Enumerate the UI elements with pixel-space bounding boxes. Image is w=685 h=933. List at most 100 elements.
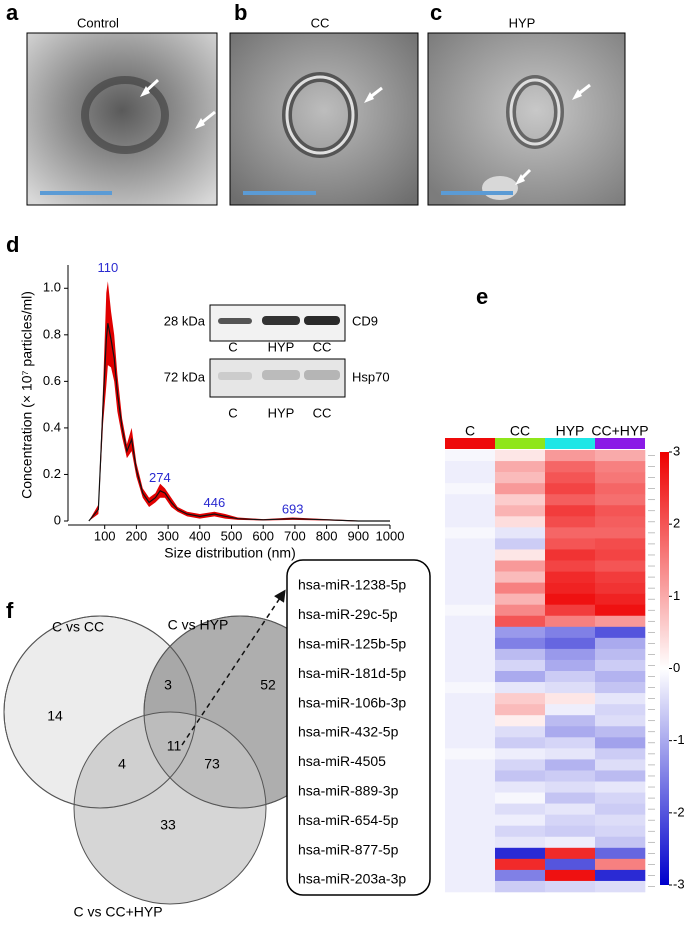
heat-cell <box>445 781 496 793</box>
heat-cell <box>595 560 646 572</box>
tem-image <box>26 32 218 206</box>
heat-cell <box>545 847 596 860</box>
heat-cell <box>495 560 546 572</box>
heat-cell <box>545 472 596 484</box>
heat-cell <box>495 516 546 528</box>
scale-label: 3 <box>673 443 680 458</box>
mirna-name: hsa-miR-654-5p <box>298 812 399 828</box>
y-tick-label: 0.2 <box>43 466 61 481</box>
heat-cell <box>595 483 646 495</box>
set-label: C vs HYP <box>168 617 229 633</box>
scale-label: -1 <box>673 732 685 747</box>
mean-line <box>88 323 390 522</box>
heat-cell <box>495 781 546 793</box>
heat-cell <box>495 770 546 782</box>
heat-cell <box>595 626 646 639</box>
region-count: 4 <box>118 756 126 772</box>
y-tick-label: 0.4 <box>43 419 61 434</box>
heat-cell <box>495 825 546 838</box>
heat-cell <box>595 648 646 661</box>
heat-cell <box>495 571 546 583</box>
heat-cell <box>545 505 596 517</box>
blot-bands <box>218 316 340 380</box>
heat-cell <box>445 516 496 528</box>
arrow <box>181 589 286 746</box>
heat-cell <box>445 704 496 716</box>
heat-cell <box>545 626 596 639</box>
x-tick-label: 900 <box>347 528 369 543</box>
heat-cell <box>495 737 546 749</box>
heat-cell <box>595 494 646 506</box>
heat-cell <box>445 582 496 594</box>
heat-cell <box>495 803 546 815</box>
mirna-name: hsa-miR-181d-5p <box>298 665 406 681</box>
heat-cell <box>495 527 546 539</box>
mirna-name: hsa-miR-4505 <box>298 753 386 769</box>
heat-cell <box>495 671 546 683</box>
heat-cell <box>595 737 646 749</box>
scale-label: -2 <box>673 804 685 819</box>
heat-cell <box>445 571 496 583</box>
heat-cell <box>495 593 546 605</box>
x-tick-label: 800 <box>316 528 338 543</box>
heat-cell <box>445 527 496 539</box>
heat-cell <box>545 582 596 594</box>
heat-cell <box>445 604 496 617</box>
x-tick-label: 100 <box>94 528 116 543</box>
lane-label: CC <box>313 405 332 420</box>
heat-cell <box>595 781 646 793</box>
heat-cell <box>495 626 546 639</box>
heat-cell <box>445 538 496 550</box>
heat-cell <box>495 693 546 705</box>
heat-cell <box>545 659 596 672</box>
lane-label: CC <box>313 339 332 354</box>
mirna-name: hsa-miR-106b-3p <box>298 694 406 710</box>
heat-cell <box>495 715 546 727</box>
image-title: HYP <box>509 15 536 30</box>
scale-label: -3 <box>673 876 685 891</box>
band-size: 72 kDa <box>164 369 206 384</box>
heat-cell <box>545 483 596 495</box>
x-axis-label: Size distribution (nm) <box>164 545 296 561</box>
heat-cell <box>495 759 546 771</box>
heat-cell <box>445 505 496 517</box>
panel-letter: c <box>430 0 442 25</box>
heat-cell <box>445 615 496 628</box>
heat-cell <box>495 472 546 484</box>
peak-label: 446 <box>204 495 226 510</box>
heat-cell <box>595 726 646 738</box>
heat-cell <box>445 825 496 838</box>
tem-image <box>427 32 626 206</box>
heat-cell <box>545 615 596 628</box>
lane-label: HYP <box>268 339 295 354</box>
region-count: 73 <box>204 756 220 772</box>
x-tick-label: 700 <box>284 528 306 543</box>
x-tick-label: 300 <box>157 528 179 543</box>
set-label: C vs CC+HYP <box>73 904 162 920</box>
heat-cell <box>495 792 546 804</box>
heat-cell <box>495 880 546 893</box>
heat-cell <box>545 549 596 561</box>
heat-cell <box>495 869 546 882</box>
heat-cell <box>595 505 646 517</box>
heat-cell <box>495 704 546 716</box>
heat-cell <box>595 836 646 849</box>
region-count: 33 <box>160 817 176 833</box>
mirna-name: hsa-miR-1238-5p <box>298 577 406 593</box>
heat-cell <box>445 858 496 871</box>
column-bar <box>495 438 545 449</box>
heat-cell <box>545 858 596 871</box>
heat-cell <box>545 836 596 849</box>
mirna-name: hsa-miR-203a-3p <box>298 871 406 887</box>
mirna-name: hsa-miR-125b-5p <box>298 636 406 652</box>
heat-cell <box>595 571 646 583</box>
heat-cell <box>545 880 596 893</box>
heat-cell <box>595 770 646 782</box>
column-label: CC <box>510 423 530 439</box>
heat-cell <box>445 483 496 495</box>
x-tick-label: 1000 <box>376 528 405 543</box>
heat-cell <box>495 461 546 473</box>
color-bar <box>660 452 669 885</box>
heat-cell <box>545 748 596 760</box>
